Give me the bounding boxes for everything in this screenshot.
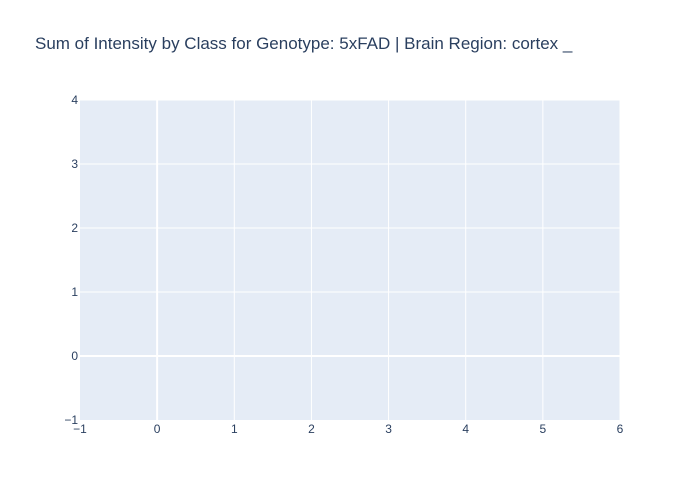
x-tick-label: 5 [540, 422, 547, 436]
x-tick-label: 6 [617, 422, 624, 436]
chart-title: Sum of Intensity by Class for Genotype: … [35, 34, 573, 53]
grid-lines [80, 99, 621, 420]
x-tick-label: −1 [73, 422, 87, 436]
y-tick-label: −1 [64, 413, 78, 427]
x-axis-ticks: −1 0 1 2 3 4 5 6 [73, 422, 624, 436]
x-tick-label: 3 [385, 422, 392, 436]
plot-background [80, 100, 620, 420]
x-tick-label: 4 [462, 422, 469, 436]
y-tick-label: 0 [71, 349, 78, 363]
y-tick-label: 1 [71, 285, 78, 299]
x-tick-label: 1 [231, 422, 238, 436]
y-tick-label: 3 [71, 157, 78, 171]
x-tick-label: 2 [308, 422, 315, 436]
y-tick-label: 2 [71, 221, 78, 235]
x-tick-label: 0 [154, 422, 161, 436]
y-axis-ticks: −1 0 1 2 3 4 [64, 93, 78, 427]
y-tick-label: 4 [71, 93, 78, 107]
